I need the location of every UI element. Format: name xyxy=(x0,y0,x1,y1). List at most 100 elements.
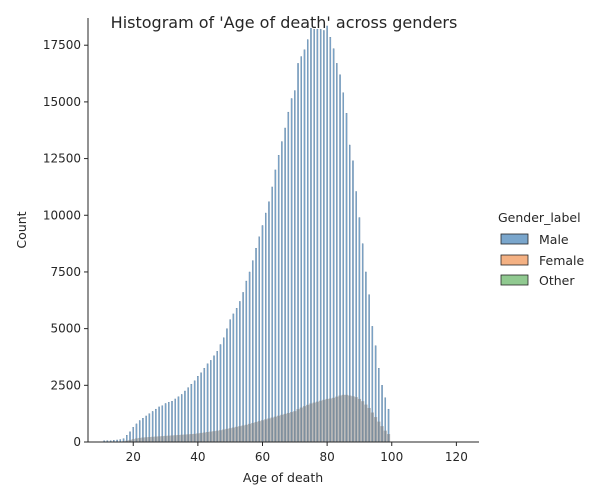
overlap-bar-77 xyxy=(315,401,320,442)
legend-swatch-male xyxy=(500,233,529,245)
overlap-bar-23 xyxy=(141,437,145,442)
overlap-bars-group xyxy=(102,394,391,442)
y-ticks-group: 0 2500 5000 7500 10000 12500 15000 17500 xyxy=(43,38,88,449)
overlap-bar-55 xyxy=(244,424,248,442)
overlap-bar-28 xyxy=(157,436,161,442)
overlap-bar-24 xyxy=(144,437,148,442)
overlap-bar-18 xyxy=(125,440,129,442)
bars-group xyxy=(103,25,390,443)
overlap-bar-96 xyxy=(377,421,381,442)
overlap-bar-25 xyxy=(147,437,152,442)
overlap-bar-47 xyxy=(218,430,223,442)
bar-male-49 xyxy=(226,328,228,443)
chart-title: Histogram of 'Age of death' across gende… xyxy=(111,13,458,32)
legend-title: Gender_label xyxy=(498,210,581,225)
bar-male-80 xyxy=(326,25,328,443)
overlap-bar-52 xyxy=(235,426,239,442)
bar-male-36 xyxy=(184,390,186,443)
bar-male-38 xyxy=(190,384,193,443)
overlap-bar-78 xyxy=(319,400,323,442)
overlap-bar-34 xyxy=(176,434,181,442)
bar-male-52 xyxy=(235,308,238,443)
overlap-bar-80 xyxy=(325,398,329,442)
overlap-bar-41 xyxy=(199,432,203,442)
bar-male-70 xyxy=(294,90,296,443)
overlap-bar-70 xyxy=(293,411,297,442)
legend-label-male: Male xyxy=(539,232,569,247)
bar-male-75 xyxy=(310,28,312,443)
bar-male-37 xyxy=(187,387,189,443)
overlap-bar-90 xyxy=(357,398,362,442)
overlap-bar-89 xyxy=(354,397,358,442)
bar-male-42 xyxy=(203,368,206,443)
legend-label-other: Other xyxy=(539,273,575,288)
overlap-bar-99 xyxy=(386,434,391,442)
overlap-bar-68 xyxy=(286,412,290,442)
overlap-bar-79 xyxy=(322,399,326,442)
overlap-bar-92 xyxy=(364,404,368,442)
y-tick-label-10000: 10000 xyxy=(43,208,81,222)
overlap-bar-33 xyxy=(173,435,177,442)
bar-male-48 xyxy=(222,337,225,443)
bar-male-85 xyxy=(342,92,345,443)
overlap-bar-54 xyxy=(241,425,245,442)
bar-male-77 xyxy=(316,29,319,443)
x-tick-label-20: 20 xyxy=(126,450,141,464)
overlap-bar-60 xyxy=(260,420,265,442)
bar-male-74 xyxy=(306,39,309,443)
overlap-bar-64 xyxy=(273,416,278,442)
overlap-bar-39 xyxy=(193,433,197,442)
bar-male-55 xyxy=(245,280,248,443)
bar-male-57 xyxy=(252,260,254,443)
overlap-bar-86 xyxy=(344,394,349,442)
y-tick-label-5000: 5000 xyxy=(50,322,81,336)
overlap-bar-53 xyxy=(238,426,242,442)
legend: Gender_label Male Female Other xyxy=(498,210,585,288)
overlap-bar-63 xyxy=(270,417,274,442)
bar-male-41 xyxy=(200,372,202,443)
overlap-bar-22 xyxy=(138,437,142,442)
legend-label-female: Female xyxy=(539,253,585,268)
bar-male-45 xyxy=(213,355,215,443)
bar-male-72 xyxy=(300,56,303,443)
y-tick-label-0: 0 xyxy=(73,435,81,449)
overlap-bar-50 xyxy=(228,428,232,442)
overlap-bar-32 xyxy=(170,435,174,442)
overlap-bar-65 xyxy=(277,415,281,442)
overlap-bar-59 xyxy=(257,421,261,442)
overlap-bar-73 xyxy=(302,406,307,442)
overlap-bar-81 xyxy=(328,398,332,442)
overlap-bar-97 xyxy=(380,426,384,442)
overlap-bar-48 xyxy=(222,429,226,442)
overlap-bar-43 xyxy=(205,432,210,442)
x-tick-label-40: 40 xyxy=(190,450,205,464)
bar-male-63 xyxy=(271,186,273,443)
bar-male-50 xyxy=(229,319,231,443)
overlap-bar-72 xyxy=(299,407,303,442)
overlap-bar-93 xyxy=(367,407,371,442)
overlap-bar-87 xyxy=(348,395,352,442)
overlap-bar-37 xyxy=(186,434,190,442)
bar-male-62 xyxy=(268,201,270,443)
bar-male-59 xyxy=(258,236,260,443)
overlap-bar-85 xyxy=(341,394,345,442)
bar-male-40 xyxy=(197,376,199,443)
overlap-bar-62 xyxy=(267,418,271,442)
overlap-bar-42 xyxy=(202,432,206,442)
overlap-bar-46 xyxy=(215,430,219,442)
bar-male-68 xyxy=(287,111,290,443)
bar-male-65 xyxy=(277,155,280,443)
overlap-bar-21 xyxy=(134,438,139,442)
bar-male-53 xyxy=(239,301,241,443)
overlap-bar-30 xyxy=(163,435,168,442)
overlap-bar-58 xyxy=(254,422,258,442)
overlap-bar-40 xyxy=(196,433,200,442)
bar-male-86 xyxy=(345,113,348,443)
overlap-bar-27 xyxy=(154,436,158,442)
bar-male-84 xyxy=(339,74,341,443)
bar-male-61 xyxy=(264,212,267,443)
overlap-bar-45 xyxy=(212,431,216,442)
bar-male-71 xyxy=(297,63,299,443)
x-tick-label-100: 100 xyxy=(380,450,403,464)
overlap-bar-26 xyxy=(151,436,155,442)
